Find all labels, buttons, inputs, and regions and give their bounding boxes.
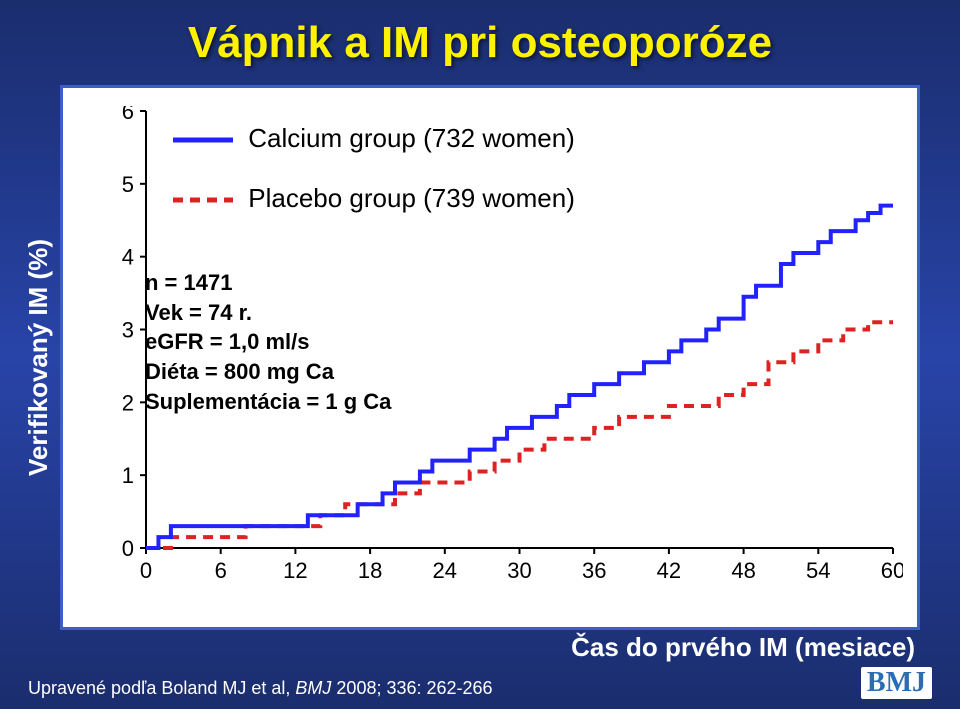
page-title: Vápnik a IM pri osteoporóze <box>0 0 960 68</box>
y-axis-label-wrap: Verifikovaný IM (%) <box>18 85 58 630</box>
svg-text:24: 24 <box>433 558 457 583</box>
svg-text:30: 30 <box>507 558 531 583</box>
legend-placebo: Placebo group (739 women) <box>173 183 575 214</box>
svg-text:0: 0 <box>122 536 134 561</box>
legend-line-icon <box>173 136 233 144</box>
svg-text:3: 3 <box>122 318 134 343</box>
svg-text:60: 60 <box>881 558 903 583</box>
legend-calcium: Calcium group (732 women) <box>173 123 575 154</box>
info-box: n = 1471 Vek = 74 r. eGFR = 1,0 ml/s Dié… <box>145 268 391 416</box>
y-axis-label: Verifikovaný IM (%) <box>23 239 54 476</box>
legend-placebo-label: Placebo group (739 women) <box>248 183 575 213</box>
svg-text:42: 42 <box>657 558 681 583</box>
info-n: n = 1471 <box>145 268 391 298</box>
svg-text:5: 5 <box>122 172 134 197</box>
bmj-logo: BMJ <box>861 667 932 699</box>
svg-text:2: 2 <box>122 390 134 415</box>
info-supp: Suplementácia = 1 g Ca <box>145 387 391 417</box>
chart-frame: 012345606121824303642485460 Calcium grou… <box>60 85 920 630</box>
info-diet: Diéta = 800 mg Ca <box>145 357 391 387</box>
legend-dashline-icon <box>173 196 233 204</box>
svg-text:48: 48 <box>731 558 755 583</box>
svg-text:36: 36 <box>582 558 606 583</box>
svg-text:6: 6 <box>215 558 227 583</box>
svg-text:18: 18 <box>358 558 382 583</box>
svg-text:6: 6 <box>122 106 134 124</box>
citation: Upravené podľa Boland MJ et al, BMJ 2008… <box>28 678 493 699</box>
x-axis-label: Čas do prvého IM (mesiace) <box>571 632 915 663</box>
citation-prefix: Upravené podľa Boland MJ et al, <box>28 678 295 698</box>
citation-suffix: 2008; 336: 262-266 <box>331 678 492 698</box>
svg-text:0: 0 <box>140 558 152 583</box>
svg-text:1: 1 <box>122 463 134 488</box>
svg-text:4: 4 <box>122 245 134 270</box>
citation-journal: BMJ <box>295 678 331 698</box>
legend-calcium-label: Calcium group (732 women) <box>248 123 575 153</box>
svg-text:54: 54 <box>806 558 830 583</box>
info-age: Vek = 74 r. <box>145 298 391 328</box>
svg-text:12: 12 <box>283 558 307 583</box>
info-egfr: eGFR = 1,0 ml/s <box>145 327 391 357</box>
